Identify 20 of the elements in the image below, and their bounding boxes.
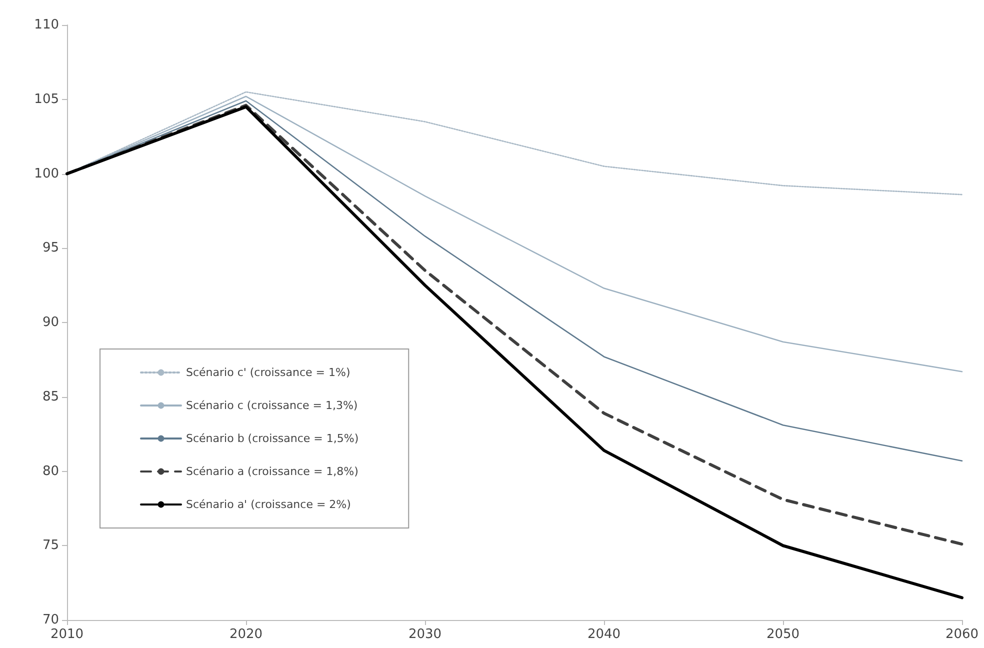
legend-label: Scénario c (croissance = 1,3%) [186,399,358,412]
y-tick-label: 95 [42,240,59,256]
y-tick-label: 70 [42,612,59,628]
x-tick-label: 2040 [587,627,621,642]
x-tick-label: 2060 [945,627,979,642]
legend-label: Scénario b (croissance = 1,5%) [186,432,359,445]
x-tick-label: 2010 [50,627,84,642]
y-tick-label: 90 [42,315,59,330]
legend-label: Scénario a (croissance = 1,8%) [186,465,358,478]
x-tick-label: 2020 [229,627,263,642]
y-tick-label: 85 [42,389,59,404]
x-tick-label: 2030 [408,627,442,642]
x-tick-label: 2050 [766,627,800,642]
y-tick-label: 75 [42,538,59,554]
y-tick-label: 80 [42,464,59,479]
y-tick-label: 100 [34,166,59,182]
y-tick-label: 110 [34,18,59,32]
legend-label: Scénario c' (croissance = 1%) [186,366,350,379]
legend-label: Scénario a' (croissance = 2%) [186,498,351,511]
y-tick-label: 105 [34,92,59,107]
